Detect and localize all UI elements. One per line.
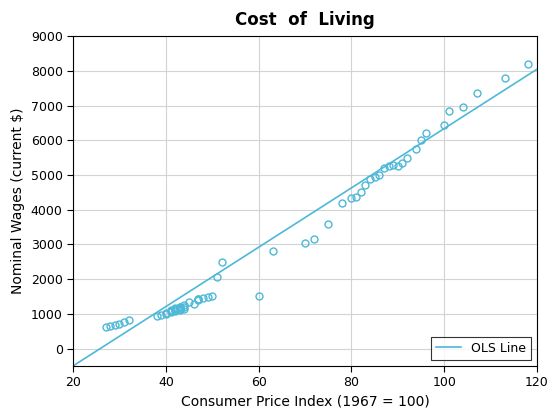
X-axis label: Consumer Price Index (1967 = 100): Consumer Price Index (1967 = 100) [181, 395, 430, 409]
Title: Cost  of  Living: Cost of Living [235, 11, 375, 29]
Legend: OLS Line: OLS Line [431, 337, 531, 360]
Y-axis label: Nominal Wages (current $): Nominal Wages (current $) [11, 108, 25, 294]
